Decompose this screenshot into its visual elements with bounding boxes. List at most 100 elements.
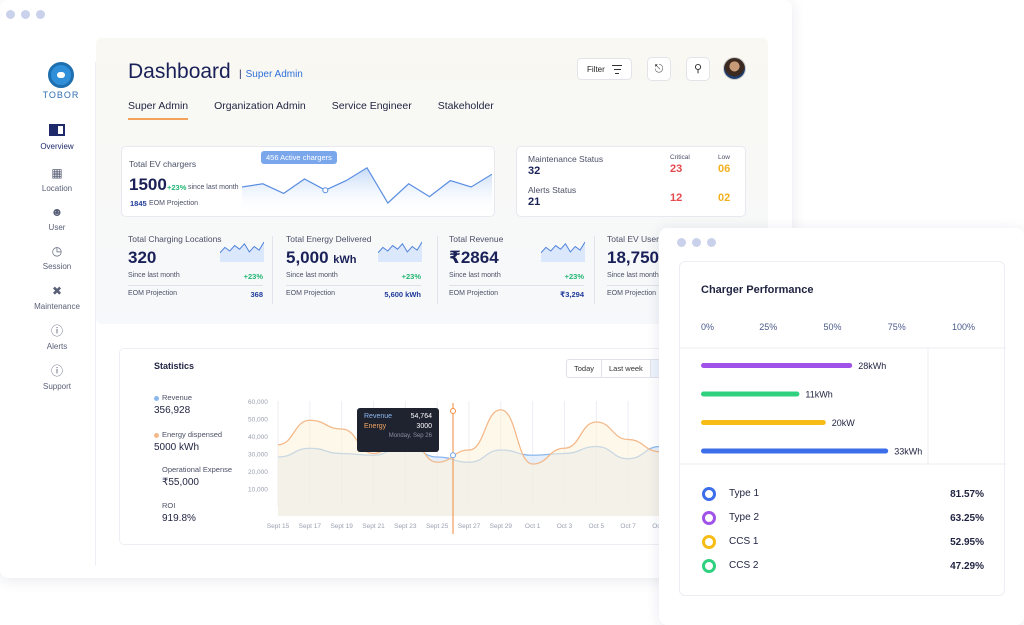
wrench-icon: ✖	[51, 284, 63, 298]
metric-revenue: Revenue 356,928	[154, 393, 192, 416]
sidebar-item-label: Overview	[40, 142, 74, 151]
stat-since: Since last month	[607, 272, 659, 279]
sparkline-area	[541, 242, 585, 262]
tooltip-date: Monday, Sep 26	[388, 433, 432, 439]
metric-label: Revenue	[162, 393, 193, 402]
row-label: Type 2	[729, 512, 760, 523]
bar-value-label: 20kW	[832, 418, 856, 428]
avatar[interactable]	[723, 57, 746, 80]
stat-value: 18,750	[607, 248, 659, 267]
series-line	[277, 409, 661, 465]
sidebar-item-label: Support	[42, 382, 72, 391]
sidebar-item-support[interactable]: ⓘ Support	[18, 364, 96, 391]
window-dot[interactable]	[21, 10, 30, 19]
performance-bar	[701, 363, 853, 368]
sidebar-item-session[interactable]: ◷ Session	[18, 244, 96, 271]
window-dot[interactable]	[36, 10, 45, 19]
x-tick-label: Oct 3	[557, 523, 573, 530]
stat-energy-delivered: Total Energy Delivered 5,000 kWh Since l…	[286, 234, 422, 304]
sidebar-item-alerts[interactable]: ⓘ Alerts	[18, 324, 96, 351]
critical-label: Critical	[670, 154, 690, 161]
x-tick-label: 25%	[759, 322, 777, 332]
user-icon: ☻	[50, 205, 64, 219]
highlight-revenue-point	[450, 452, 456, 459]
range-today-button[interactable]: Today	[567, 360, 603, 377]
search-icon: ⚲	[693, 63, 703, 75]
dashboard-content: Dashboard Super Admin Filter ⎋ ⚲ Super A…	[96, 38, 768, 324]
row-value: 47.29%	[950, 561, 984, 572]
bar-value-label: 28kWh	[858, 361, 886, 371]
range-last-week-button[interactable]: Last week	[602, 360, 651, 377]
alerts-critical: 12	[670, 192, 683, 204]
statistics-title: Statistics	[154, 361, 195, 371]
performance-bar	[701, 391, 800, 397]
stat-since: Since last month	[449, 272, 501, 279]
stat-divider	[128, 285, 263, 286]
x-tick-label: Sept 19	[330, 523, 353, 530]
sparkline-line	[378, 241, 422, 254]
tab-super-admin[interactable]: Super Admin	[128, 100, 189, 120]
alerts-label: Alerts Status	[528, 185, 577, 195]
bar-value-label: 33kWh	[894, 447, 922, 457]
overview-icon	[18, 124, 96, 138]
sidebar-item-user[interactable]: ☻ User	[18, 205, 96, 232]
row-ring-icon	[702, 535, 716, 549]
ev-chargers-change: +23%	[167, 183, 187, 192]
maintenance-label: Maintenance Status	[528, 154, 604, 164]
table-row: Type 2 63.25%	[680, 508, 1006, 532]
row-value: 63.25%	[950, 513, 984, 524]
x-tick-label: 75%	[888, 322, 906, 332]
sidebar-item-overview[interactable]: Overview	[18, 124, 96, 151]
window-dot[interactable]	[677, 238, 686, 247]
ev-chargers-since: since last month	[188, 184, 239, 191]
tab-organization-admin[interactable]: Organization Admin	[214, 100, 306, 112]
sidebar-item-maintenance[interactable]: ✖ Maintenance	[18, 284, 96, 311]
row-value: 81.57%	[950, 489, 984, 500]
ev-projection-label: EOM Projection	[149, 200, 199, 207]
ev-sparkline	[242, 166, 492, 215]
alerts-value: 21	[528, 196, 541, 208]
stat-label: Total Energy Delivered	[286, 234, 372, 244]
x-tick-label: 50%	[824, 322, 842, 332]
series-area	[278, 409, 660, 516]
sidebar-item-label: Alerts	[46, 342, 68, 351]
tab-service-engineer[interactable]: Service Engineer	[331, 100, 412, 112]
stat-sparkline	[220, 241, 264, 262]
page-subtitle: Super Admin	[239, 69, 303, 80]
performance-table: Type 1 81.57% Type 2 63.25% CCS 1 52.95%…	[680, 484, 1006, 580]
stat-divider	[449, 285, 584, 286]
page-title: Dashboard	[128, 60, 231, 83]
bell-icon: ⎋	[654, 63, 664, 75]
y-tick-label: 50,000	[248, 417, 268, 424]
y-tick-label: 40,000	[248, 434, 268, 441]
sidebar-item-label: Session	[42, 262, 72, 271]
search-button[interactable]: ⚲	[686, 57, 710, 81]
sidebar-item-location[interactable]: ▦ Location	[18, 166, 96, 193]
window-dot[interactable]	[6, 10, 15, 19]
stat-value: ₹2864	[449, 248, 499, 267]
window-dot[interactable]	[707, 238, 716, 247]
row-ring-icon	[702, 559, 716, 573]
filter-button[interactable]: Filter	[577, 58, 632, 80]
table-row: Type 1 81.57%	[680, 484, 1006, 508]
stat-change: +23%	[564, 272, 584, 281]
tab-stakeholder[interactable]: Stakeholder	[437, 100, 494, 112]
sidebar-item-label: Location	[41, 184, 73, 193]
highlight-energy-point	[450, 408, 456, 414]
stat-sparkline	[378, 241, 422, 262]
filter-label: Filter	[587, 65, 605, 74]
stat-total-revenue: Total Revenue ₹2864 Since last month +23…	[449, 234, 585, 304]
stat-change: +23%	[401, 272, 421, 281]
notification-button[interactable]: ⎋	[647, 57, 671, 81]
window-dot[interactable]	[692, 238, 701, 247]
active-chargers-tag: 456 Active chargers	[261, 151, 337, 164]
sidebar-item-label: User	[48, 223, 66, 232]
tooltip-revenue-label: Revenue	[364, 413, 393, 420]
logo[interactable]: TOBOR	[42, 62, 80, 100]
metric-value: 919.8%	[162, 513, 196, 524]
x-tick-label: Oct 1	[525, 523, 541, 530]
sparkline-area	[220, 242, 264, 262]
logo-icon	[48, 62, 74, 88]
revenue-legend-dot	[154, 395, 159, 401]
statistics-card: Statistics Today Last week Revenue 356,9…	[119, 348, 679, 545]
